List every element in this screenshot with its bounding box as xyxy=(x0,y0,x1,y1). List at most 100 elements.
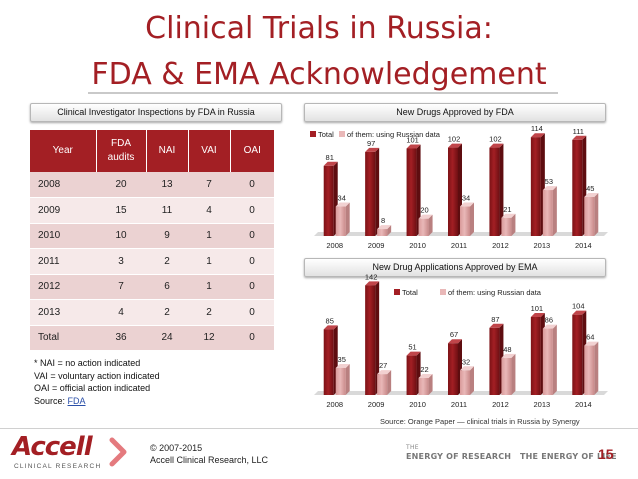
data-label: 8 xyxy=(381,216,385,225)
data-label: 32 xyxy=(462,357,470,366)
table-cell: 2011 xyxy=(30,248,96,275)
table-cell: 12 xyxy=(188,325,230,351)
x-tick-label: 2014 xyxy=(575,400,592,409)
table-cell: 24 xyxy=(146,325,188,351)
bar-total-2013 xyxy=(530,312,545,395)
data-label: 81 xyxy=(326,153,334,162)
table-cell: 13 xyxy=(146,172,188,198)
data-label: 67 xyxy=(450,330,458,339)
table-cell: 0 xyxy=(230,299,274,326)
legend-label: Total xyxy=(318,130,334,139)
table-cell: 0 xyxy=(230,325,274,351)
bar-russian-2009 xyxy=(377,370,392,395)
x-tick-label: 2013 xyxy=(534,400,551,409)
fda-source-link[interactable]: FDA xyxy=(67,395,86,406)
x-tick-label: 2010 xyxy=(409,400,426,409)
x-tick-label: 2012 xyxy=(492,400,509,409)
table-row-total: Total 36 24 12 0 xyxy=(30,325,274,351)
data-label: 101 xyxy=(406,135,419,144)
bar-russian-2011 xyxy=(460,366,474,395)
col-header-year: Year xyxy=(30,130,97,172)
table-row: 2010 10 9 1 0 xyxy=(30,223,274,249)
abbreviation-notes: * NAI = no action indicated VAI = volunt… xyxy=(34,357,160,407)
tagline-research: ENERGY OF RESEARCH xyxy=(406,452,512,461)
data-label: 34 xyxy=(338,194,346,203)
fda-approvals-chart: 81 34 2008 97 8 2009 101 20 2010 102 34 2011 102 21 20… xyxy=(310,124,608,250)
table-cell: 2 xyxy=(188,299,230,326)
logo-subtitle: CLINICAL RESEARCH xyxy=(14,463,102,470)
data-label: 87 xyxy=(491,315,499,324)
data-label: 102 xyxy=(448,135,461,144)
bar-total-2012 xyxy=(489,143,504,236)
slide-title-line2: FDA & EMA Acknowledgement xyxy=(91,57,547,92)
table-cell: 6 xyxy=(146,274,188,300)
table-cell: 0 xyxy=(230,248,274,275)
col-header-vai: VAI xyxy=(188,130,231,172)
table-cell: 7 xyxy=(188,172,230,198)
table-cell: 4 xyxy=(188,197,230,224)
table-cell: 15 xyxy=(96,197,146,224)
bar-total-2008 xyxy=(323,325,338,395)
data-label: 20 xyxy=(420,206,428,215)
data-label: 85 xyxy=(326,316,334,325)
bar-total-2014 xyxy=(572,135,587,236)
data-label: 21 xyxy=(503,205,511,214)
copyright: © 2007-2015 Accell Clinical Research, LL… xyxy=(150,442,268,466)
bar-russian-2014 xyxy=(584,193,599,236)
logo-chevron-icon xyxy=(109,437,127,467)
ema-approvals-chart: 85 35 2008 142 27 2009 51 22 2010 67 32 2011 87 48 201… xyxy=(314,272,608,409)
bar-total-2011 xyxy=(448,339,462,395)
copyright-owner: Accell Clinical Research, LLC xyxy=(150,455,269,465)
bar-total-2010 xyxy=(406,351,421,395)
table-cell: 0 xyxy=(230,274,274,300)
bar-russian-2011 xyxy=(460,202,474,236)
table-cell: 36 xyxy=(96,325,146,351)
table-cell: 11 xyxy=(146,197,188,224)
data-label: 104 xyxy=(572,302,585,311)
col-header-nai: NAI xyxy=(146,130,189,172)
page-number: 15 xyxy=(598,446,614,462)
title-divider xyxy=(88,92,558,94)
bar-russian-2013 xyxy=(542,324,557,395)
x-tick-label: 2009 xyxy=(368,400,385,409)
legend-label: of them: using Russian data xyxy=(347,130,441,139)
x-tick-label: 2013 xyxy=(534,241,551,250)
data-label: 86 xyxy=(545,316,553,325)
legend-label: of them: using Russian data xyxy=(448,288,542,297)
table-cell: 2010 xyxy=(30,223,96,249)
bar-total-2008 xyxy=(323,161,338,236)
legend-swatch xyxy=(440,289,446,295)
logo-wordmark[interactable]: Accell xyxy=(12,432,93,462)
bar-russian-2010 xyxy=(418,214,433,236)
data-label: 22 xyxy=(420,365,428,374)
table-cell: 10 xyxy=(96,223,146,249)
x-tick-label: 2010 xyxy=(409,241,426,250)
slide-title-line1: Clinical Trials in Russia: xyxy=(145,11,493,46)
table-cell: 2008 xyxy=(30,172,96,198)
accell-logo-mark xyxy=(109,437,127,467)
ema-chart-title: New Drug Applications Approved by EMA xyxy=(304,258,606,277)
x-tick-label: 2011 xyxy=(451,241,467,250)
bar-russian-2008 xyxy=(335,363,350,395)
table-cell: 2012 xyxy=(30,274,96,300)
table-cell: 3 xyxy=(96,248,146,275)
footer-divider xyxy=(0,428,638,429)
table-cell: 2 xyxy=(146,248,188,275)
x-tick-label: 2009 xyxy=(368,241,385,250)
data-label: 45 xyxy=(586,184,594,193)
data-label: 34 xyxy=(462,194,470,203)
data-label: 114 xyxy=(531,124,543,133)
footer-bar xyxy=(0,428,638,479)
inspections-table: Year FDA audits NAI VAI OAI 2008 20 13 7… xyxy=(30,130,274,351)
data-label: 102 xyxy=(489,135,502,144)
x-tick-label: 2008 xyxy=(326,241,343,250)
table-row: 2011 3 2 1 0 xyxy=(30,248,274,275)
table-cell: 2013 xyxy=(30,299,96,326)
data-label: 97 xyxy=(367,139,375,148)
note-vai: VAI = voluntary action indicated xyxy=(34,370,160,381)
bar-russian-2014 xyxy=(584,341,599,395)
bar-russian-2009 xyxy=(377,225,392,236)
table-cell: 1 xyxy=(188,274,230,300)
bar-total-2011 xyxy=(448,143,462,236)
table-cell: 9 xyxy=(146,223,188,249)
